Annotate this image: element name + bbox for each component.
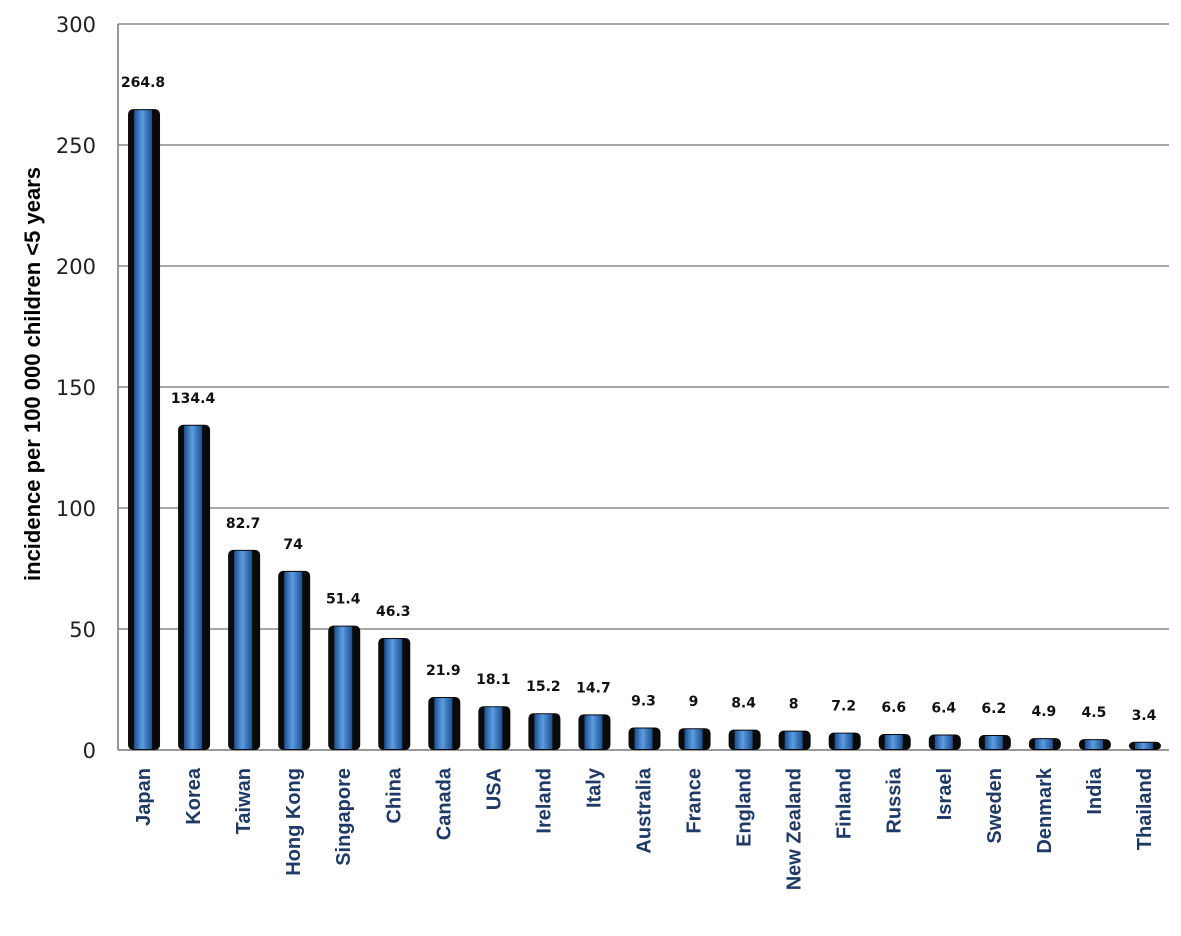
x-category-label: Canada <box>433 767 455 840</box>
y-tick-label: 150 <box>56 376 96 400</box>
data-label: 15.2 <box>526 679 561 695</box>
y-tick-label: 200 <box>56 255 96 279</box>
data-label: 4.5 <box>1082 705 1107 721</box>
x-category-label: India <box>1084 767 1106 815</box>
x-category-label: China <box>383 767 405 823</box>
bar <box>1128 741 1161 750</box>
x-category-label: Russia <box>884 767 906 833</box>
x-category-label: Denmark <box>1034 767 1056 853</box>
bar <box>528 713 561 750</box>
x-category-label: New Zealand <box>784 768 806 890</box>
y-tick-label: 300 <box>56 13 96 37</box>
data-label: 264.8 <box>121 75 165 91</box>
x-category-label: Japan <box>133 768 155 826</box>
x-category-label: USA <box>483 768 505 810</box>
bar <box>328 625 361 750</box>
x-category-label: Ireland <box>533 768 555 834</box>
data-label: 9.3 <box>631 693 656 709</box>
y-tick-label: 50 <box>69 618 96 642</box>
y-tick-label: 250 <box>56 134 96 158</box>
bar <box>1028 738 1061 750</box>
bar <box>878 734 911 750</box>
bar <box>178 424 211 750</box>
y-tick-label: 100 <box>56 497 96 521</box>
bar <box>428 697 461 750</box>
data-label: 6.4 <box>931 701 956 717</box>
bar <box>778 730 811 750</box>
bar <box>728 729 761 750</box>
bar <box>128 109 161 750</box>
data-labels: 264.8 134.4 82.7 74 51.4 46.3 21.9 18.1 15.2 14.7… <box>121 75 1157 724</box>
data-label: 9 <box>689 694 699 710</box>
bar <box>578 714 611 750</box>
x-category-label: Korea <box>183 767 205 825</box>
bar <box>478 706 511 750</box>
bar <box>1078 739 1111 750</box>
y-axis-label: incidence per 100 000 children <5 years <box>20 167 45 581</box>
bar <box>678 728 711 750</box>
data-label: 14.7 <box>576 680 611 696</box>
y-tick-label: 0 <box>83 739 96 763</box>
bar <box>228 549 261 750</box>
data-label: 3.4 <box>1132 708 1157 724</box>
x-category-label: Hong Kong <box>283 768 305 876</box>
bar <box>278 570 311 750</box>
data-label: 4.9 <box>1031 704 1056 720</box>
bar <box>928 734 961 750</box>
data-label: 74 <box>283 537 303 553</box>
bar <box>978 734 1011 750</box>
x-category-label: Israel <box>934 768 956 820</box>
data-label: 51.4 <box>326 592 361 608</box>
x-category-label: Sweden <box>984 768 1006 844</box>
y-tick-labels: 0 50 100 150 200 250 300 <box>56 13 96 763</box>
bar <box>378 637 411 750</box>
data-label: 8.4 <box>731 696 756 712</box>
data-label: 82.7 <box>226 516 261 532</box>
x-category-label: England <box>734 768 756 847</box>
x-category-label: Taiwan <box>233 768 255 834</box>
data-label: 134.4 <box>171 391 216 407</box>
x-category-label: Finland <box>834 768 856 839</box>
bar <box>628 727 661 750</box>
x-category-labels: Japan Korea Taiwan Hong Kong Singapore China C… <box>133 767 1156 890</box>
x-category-label: France <box>684 768 706 834</box>
bars <box>128 109 1161 750</box>
data-label: 6.2 <box>981 701 1006 717</box>
grid-lines <box>118 23 1169 630</box>
data-label: 18.1 <box>476 672 511 688</box>
data-label: 8 <box>789 697 799 713</box>
x-category-label: Thailand <box>1134 768 1156 850</box>
bar <box>828 732 861 750</box>
data-label: 6.6 <box>881 700 906 716</box>
data-label: 7.2 <box>831 699 856 715</box>
x-category-label: Singapore <box>333 768 355 866</box>
data-label: 46.3 <box>376 604 411 620</box>
x-category-label: Australia <box>634 767 656 853</box>
data-label: 21.9 <box>426 663 461 679</box>
x-category-label: Italy <box>583 767 605 808</box>
